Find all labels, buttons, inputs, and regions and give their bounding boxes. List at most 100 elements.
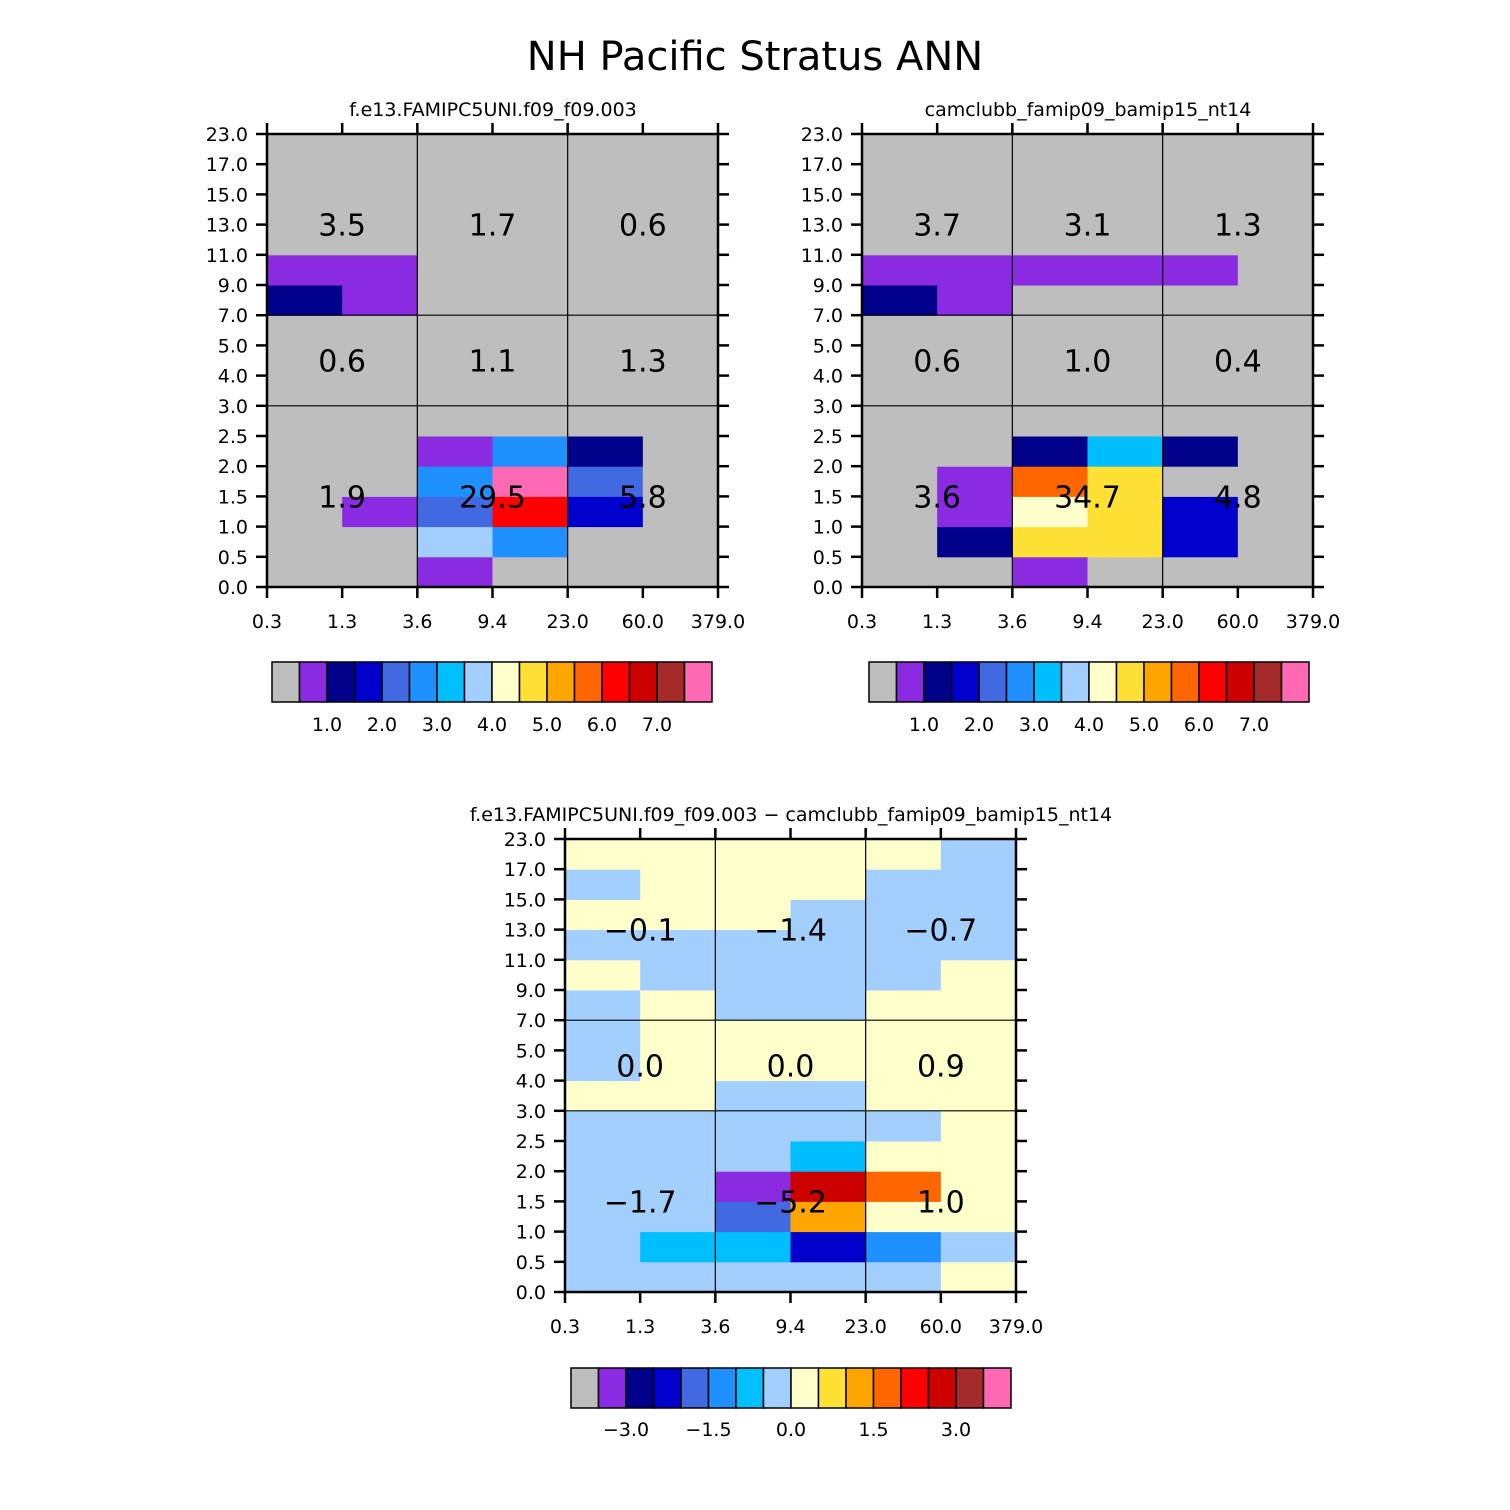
heatmap-cell bbox=[865, 959, 942, 991]
heatmap-cell bbox=[640, 869, 716, 900]
x-tick-label: 0.3 bbox=[252, 611, 282, 633]
heatmap-cell bbox=[1012, 375, 1088, 407]
colorbar-swatch bbox=[900, 1367, 930, 1409]
heatmap-cell bbox=[1012, 405, 1088, 437]
heatmap-cell bbox=[1237, 496, 1314, 528]
heatmap-cell bbox=[715, 990, 791, 1021]
y-tick-label: 15.0 bbox=[801, 184, 843, 206]
heatmap-cell bbox=[267, 285, 343, 316]
colorbar-swatch bbox=[868, 661, 898, 703]
heatmap-cell bbox=[715, 1201, 791, 1233]
heatmap-cell bbox=[492, 496, 569, 528]
heatmap-cell bbox=[790, 1231, 867, 1263]
heatmap-cell bbox=[1237, 134, 1314, 165]
x-tick-label: 0.3 bbox=[550, 1316, 580, 1338]
heatmap-cell bbox=[640, 899, 716, 931]
heatmap-cell bbox=[417, 345, 493, 377]
heatmap-cell bbox=[640, 929, 716, 961]
heatmap-cell bbox=[1237, 164, 1314, 195]
heatmap-cell bbox=[492, 285, 569, 316]
heatmap-cell bbox=[267, 496, 343, 528]
colorbar-swatch bbox=[491, 661, 521, 703]
colorbar-label: 2.0 bbox=[367, 714, 397, 736]
x-tick-label: 3.6 bbox=[700, 1316, 730, 1338]
x-tick-label: 1.3 bbox=[625, 1316, 655, 1338]
heatmap-cell bbox=[1012, 466, 1088, 497]
heatmap-cell bbox=[790, 839, 867, 870]
heatmap-cell bbox=[567, 315, 644, 346]
heatmap-cell bbox=[640, 839, 716, 870]
y-tick-label: 15.0 bbox=[206, 184, 248, 206]
colorbar-swatch bbox=[817, 1367, 847, 1409]
heatmap-cell bbox=[1012, 315, 1088, 346]
colorbar-swatch bbox=[1005, 661, 1035, 703]
heatmap-cell bbox=[865, 1020, 942, 1051]
colorbar-label: −3.0 bbox=[603, 1419, 649, 1441]
colorbar-label: 3.0 bbox=[1019, 714, 1049, 736]
colorbar-swatch bbox=[656, 661, 686, 703]
heatmap-cell bbox=[567, 224, 644, 256]
heatmap-cell bbox=[642, 315, 719, 346]
heatmap-cell bbox=[267, 405, 343, 437]
x-tick-label: 23.0 bbox=[845, 1316, 887, 1338]
heatmap-cell bbox=[1012, 345, 1088, 377]
colorbar-swatch bbox=[326, 661, 356, 703]
y-tick-label: 17.0 bbox=[206, 154, 248, 176]
heatmap-cell bbox=[567, 405, 644, 437]
heatmap-cell bbox=[790, 990, 867, 1021]
heatmap-cell bbox=[492, 345, 569, 377]
heatmap-cell bbox=[565, 1141, 641, 1172]
group-value-label: 0.6 bbox=[619, 209, 667, 244]
heatmap-cell bbox=[1012, 194, 1088, 226]
heatmap-cell bbox=[342, 526, 418, 558]
heatmap-cell bbox=[865, 1141, 942, 1172]
heatmap-cell bbox=[1087, 134, 1164, 165]
heatmap-cell bbox=[267, 254, 343, 286]
heatmap-cell bbox=[940, 869, 1017, 900]
heatmap-cell bbox=[715, 1231, 791, 1263]
heatmap-cell bbox=[1012, 224, 1088, 256]
figure-title: NH Pacific Stratus ANN bbox=[527, 34, 983, 80]
heatmap-cell bbox=[865, 869, 942, 900]
heatmap-cell bbox=[1087, 405, 1164, 437]
heatmap-cell bbox=[1162, 134, 1239, 165]
y-tick-label: 11.0 bbox=[206, 245, 248, 267]
heatmap-cell bbox=[417, 134, 493, 165]
y-tick-label: 4.0 bbox=[516, 1071, 546, 1093]
x-tick-label: 23.0 bbox=[547, 611, 589, 633]
heatmap-cell bbox=[642, 164, 719, 195]
y-tick-label: 2.0 bbox=[813, 456, 843, 478]
heatmap-cell bbox=[1012, 496, 1088, 528]
heatmap-cell bbox=[640, 959, 716, 991]
heatmap-cell bbox=[642, 345, 719, 377]
heatmap-cell bbox=[865, 899, 942, 931]
heatmap-cell bbox=[567, 134, 644, 165]
heatmap-cell bbox=[1237, 254, 1314, 286]
x-tick-label: 379.0 bbox=[1286, 611, 1340, 633]
group-value-label: 5.8 bbox=[619, 480, 667, 515]
heatmap-cell bbox=[417, 224, 493, 256]
heatmap-cell bbox=[1087, 224, 1164, 256]
y-tick-label: 0.0 bbox=[813, 577, 843, 599]
heatmap-cell bbox=[492, 254, 569, 286]
colorbar-swatch bbox=[436, 661, 466, 703]
heatmap-cell bbox=[715, 929, 791, 961]
heatmap-cell bbox=[267, 164, 343, 195]
heatmap-cell bbox=[937, 556, 1013, 588]
y-tick-label: 1.0 bbox=[218, 517, 248, 539]
colorbar-swatch bbox=[652, 1367, 682, 1409]
colorbar-label: −1.5 bbox=[685, 1419, 731, 1441]
colorbar-label: 1.0 bbox=[909, 714, 939, 736]
heatmap-cell bbox=[1162, 375, 1239, 407]
heatmap-cell bbox=[937, 134, 1013, 165]
group-value-label: 0.0 bbox=[767, 1050, 815, 1085]
colorbar-swatch bbox=[1225, 661, 1255, 703]
group-value-label: −1.7 bbox=[604, 1185, 677, 1220]
colorbar-swatch bbox=[463, 661, 493, 703]
heatmap-cell bbox=[715, 899, 791, 931]
colorbar-swatch bbox=[1253, 661, 1283, 703]
x-tick-label: 1.3 bbox=[327, 611, 357, 633]
heatmap-cell bbox=[342, 496, 418, 528]
colorbar-swatch bbox=[597, 1367, 627, 1409]
heatmap-cell bbox=[417, 556, 493, 588]
